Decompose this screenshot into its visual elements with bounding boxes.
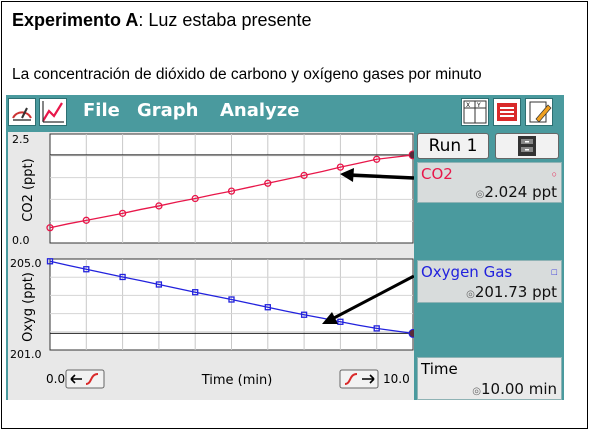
page-title: Experimento A: Luz estaba presente	[12, 10, 312, 31]
table-view-icon[interactable]: X Y	[461, 98, 489, 126]
notes-icon[interactable]	[525, 98, 553, 126]
co2-ylabel: CO2 (ppt)	[21, 158, 36, 221]
time-box[interactable]: Time ◎10.00 min	[417, 357, 562, 400]
circle-marker-icon: ○	[551, 169, 557, 179]
oxygen-value-text: 201.73 ppt	[474, 283, 557, 301]
co2-sensor-name: CO2	[421, 165, 453, 183]
oxygen-line	[49, 260, 414, 335]
co2-arrowhead	[340, 168, 354, 182]
sensor-target-icon: ◎	[472, 386, 481, 397]
x-max: 10.0	[383, 372, 410, 386]
x-axis-label: Time (min)	[201, 373, 273, 388]
save-run-button[interactable]	[495, 133, 559, 159]
page-subtitle: La concentración de dióxido de carbono y…	[12, 66, 482, 83]
graph-svg[interactable]: 2.5 0.0 CO2 (ppt) 205.0 201.0 Oxyg (ppt)…	[8, 132, 418, 400]
graph-view-icon[interactable]	[39, 98, 67, 126]
time-value-text: 10.00 min	[481, 380, 557, 398]
data-list-icon[interactable]	[493, 98, 521, 126]
oxygen-sensor-value: ◎201.73 ppt	[466, 283, 557, 301]
co2-point	[227, 187, 236, 195]
sensor-panel: Run 1 CO2 ○ ◎2.024 ppt Oxygen Gas □ ◎201…	[414, 132, 564, 400]
co2-point	[118, 209, 127, 218]
file-cabinet-icon	[518, 136, 536, 156]
co2-ymax: 2.5	[12, 133, 30, 146]
scroll-left-button[interactable]	[65, 369, 105, 389]
co2-arrow	[349, 173, 415, 180]
co2-point	[155, 202, 163, 210]
oxygen-sensor-box[interactable]: Oxygen Gas □ ◎201.73 ppt	[417, 260, 562, 303]
sensor-target-icon: ◎	[475, 189, 485, 200]
square-marker-icon: □	[551, 267, 557, 277]
run-button[interactable]: Run 1	[417, 133, 489, 159]
x-min: 0.0	[46, 372, 65, 386]
oxygen-point	[46, 258, 54, 265]
title-bold: Experimento A	[12, 10, 139, 30]
svg-text:Y: Y	[476, 102, 481, 109]
oxygen-point	[337, 318, 344, 325]
co2-line	[49, 154, 414, 229]
graph-area[interactable]: 2.5 0.0 CO2 (ppt) 205.0 201.0 Oxyg (ppt)…	[8, 132, 418, 400]
oxygen-sensor-name: Oxygen Gas	[421, 263, 513, 281]
oxygen-point	[264, 304, 271, 311]
co2-point	[336, 163, 345, 171]
meter-icon[interactable]	[8, 98, 36, 126]
menu-analyze[interactable]: Analyze	[220, 100, 300, 121]
oxygen-ymax: 205.0	[10, 257, 42, 270]
oxygen-point	[300, 311, 308, 318]
title-rest: : Luz estaba presente	[138, 10, 312, 30]
time-value: ◎10.00 min	[472, 380, 557, 398]
oxygen-arrowhead	[322, 312, 338, 324]
oxygen-point	[83, 266, 90, 273]
oxygen-point	[192, 289, 199, 296]
sensor-target-icon: ◎	[466, 289, 475, 300]
menu-graph[interactable]: Graph	[137, 100, 199, 121]
co2-value-text: 2.024 ppt	[484, 183, 557, 201]
scroll-curve-icon	[344, 373, 358, 385]
scroll-curve-icon	[85, 373, 99, 385]
oxygen-point	[228, 296, 235, 303]
co2-point	[264, 179, 272, 187]
oxygen-point	[119, 273, 126, 281]
time-name: Time	[421, 360, 458, 378]
menu-bar: File Graph Analyze X Y	[6, 95, 564, 129]
co2-point	[300, 171, 308, 180]
co2-sensor-value: ◎2.024 ppt	[476, 183, 557, 201]
co2-point	[82, 216, 90, 224]
oxygen-arrow	[331, 274, 415, 321]
oxygen-point	[155, 281, 163, 288]
co2-point	[46, 224, 54, 232]
svg-text:X: X	[466, 102, 470, 109]
co2-point	[191, 194, 199, 203]
co2-point	[373, 155, 381, 163]
co2-sensor-box[interactable]: CO2 ○ ◎2.024 ppt	[417, 162, 562, 203]
oxygen-ylabel: Oxyg (ppt)	[21, 272, 36, 342]
labquest-screen: File Graph Analyze X Y	[6, 95, 564, 400]
oxygen-point	[373, 325, 380, 332]
oxygen-ymin: 201.0	[10, 348, 42, 361]
co2-ymin: 0.0	[12, 234, 30, 247]
menu-file[interactable]: File	[83, 100, 120, 121]
scroll-right-button[interactable]	[339, 369, 379, 389]
